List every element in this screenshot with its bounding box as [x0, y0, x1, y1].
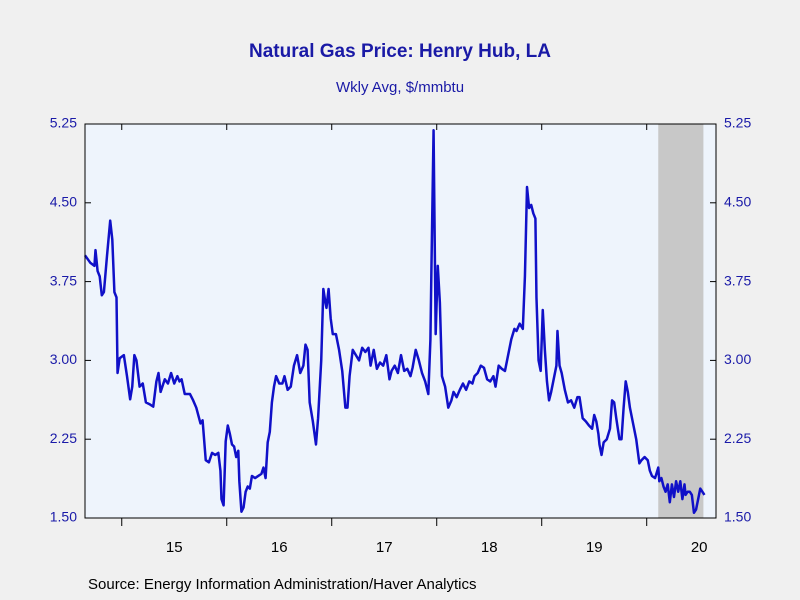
x-tick-label: 15	[166, 539, 183, 556]
y-tick-label-right: 3.00	[724, 351, 751, 367]
plot-area	[85, 124, 716, 518]
y-tick-label: 1.50	[50, 509, 77, 525]
y-tick-label: 2.25	[50, 430, 77, 446]
plot-border	[84, 123, 717, 519]
y-tick-label-right: 1.50	[724, 509, 751, 525]
y-tick-label-right: 2.25	[724, 430, 751, 446]
x-tick-label: 20	[691, 539, 708, 556]
price-line	[83, 129, 706, 514]
x-tick-label: 18	[481, 539, 498, 556]
y-tick-label-right: 4.50	[724, 194, 751, 210]
chart-title: Natural Gas Price: Henry Hub, LA	[249, 41, 551, 62]
y-tick-label-right: 3.75	[724, 272, 751, 288]
recession-shading	[658, 124, 704, 518]
x-tick-label: 16	[271, 539, 288, 556]
y-tick-label: 5.25	[50, 115, 77, 131]
x-tick-label: 19	[586, 539, 603, 556]
y-tick-label: 3.75	[50, 272, 77, 288]
x-tick-label: 17	[376, 539, 393, 556]
y-tick-label: 3.00	[50, 351, 77, 367]
y-tick-label: 4.50	[50, 194, 77, 210]
y-tick-label-right: 5.25	[724, 115, 751, 131]
chart-subtitle: Wkly Avg, $/mmbtu	[336, 79, 464, 96]
source-note: Source: Energy Information Administratio…	[88, 576, 477, 593]
